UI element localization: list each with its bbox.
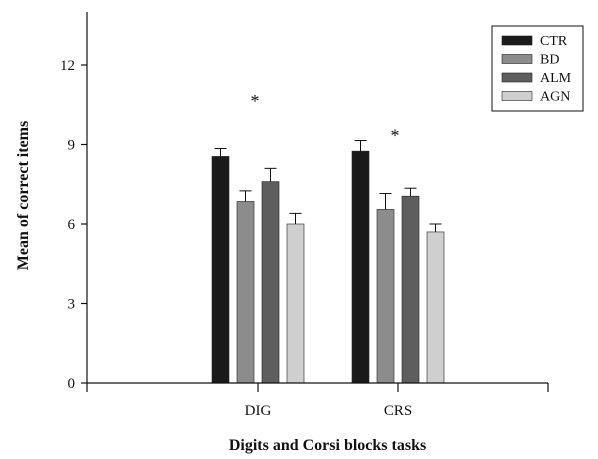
bar-ctr-dig bbox=[211, 156, 230, 384]
bars-group bbox=[211, 150, 445, 384]
y-axis-title: Mean of correct items bbox=[15, 121, 32, 270]
significance-star: * bbox=[391, 125, 400, 145]
y-tick-label: 3 bbox=[68, 297, 76, 313]
legend-label-agn: AGN bbox=[540, 90, 570, 105]
legend: CTR BD ALM AGN bbox=[491, 25, 584, 112]
annotations-group: ** bbox=[251, 91, 400, 145]
x-tick-label: CRS bbox=[384, 403, 412, 419]
y-ticks: 0 3 6 9 12 bbox=[60, 58, 87, 392]
x-ticks: DIG CRS bbox=[86, 383, 549, 419]
bar-alm-dig bbox=[261, 181, 280, 384]
error-bars-group bbox=[214, 140, 442, 232]
y-tick-label: 12 bbox=[60, 58, 75, 74]
y-tick-label: 9 bbox=[68, 138, 76, 154]
bar-ctr-crs bbox=[351, 150, 370, 384]
x-tick-label: DIG bbox=[245, 403, 272, 419]
y-tick-label: 0 bbox=[68, 376, 76, 392]
significance-star: * bbox=[251, 91, 260, 111]
legend-label-ctr: CTR bbox=[540, 34, 568, 49]
legend-label-bd: BD bbox=[540, 53, 559, 68]
legend-label-alm: ALM bbox=[540, 71, 572, 86]
bar-agn-dig bbox=[286, 223, 305, 384]
y-tick-label: 6 bbox=[68, 217, 76, 233]
bar-bd-crs bbox=[376, 209, 395, 384]
legend-swatch-ctr bbox=[501, 35, 533, 46]
legend-swatch-bd bbox=[501, 54, 533, 64]
legend-swatch-agn bbox=[501, 91, 533, 101]
x-axis-title: Digits and Corsi blocks tasks bbox=[229, 437, 426, 454]
legend-swatch-alm bbox=[501, 72, 533, 83]
bar-alm-crs bbox=[401, 195, 420, 384]
bar-agn-crs bbox=[426, 231, 445, 384]
bar-bd-dig bbox=[236, 201, 255, 384]
